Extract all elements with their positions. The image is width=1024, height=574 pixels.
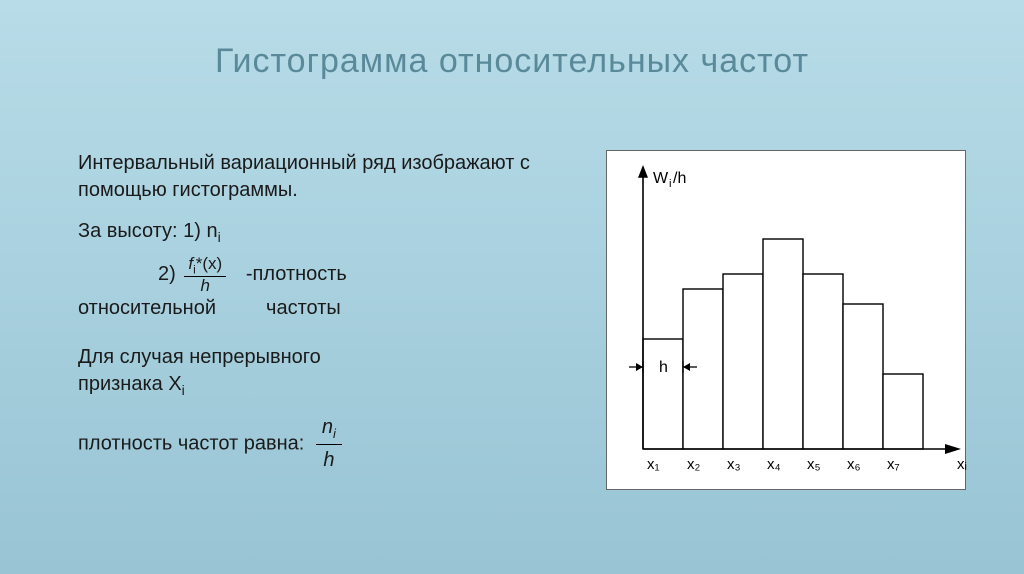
continuous-block: Для случая непрерывного признака Xi bbox=[78, 344, 558, 400]
density-prefix: 2) bbox=[158, 263, 176, 285]
histogram-chart: Wi/h x₁ x₂ x₃ x₄ x₅ x₆ x₇ xᵢ h bbox=[606, 150, 966, 490]
height-line: За высоту: 1) ni bbox=[78, 218, 558, 247]
final-num: n bbox=[322, 416, 333, 438]
final-text: плотность частот равна: bbox=[78, 432, 304, 454]
svg-text:x₅: x₅ bbox=[807, 456, 821, 473]
svg-text:x₃: x₃ bbox=[727, 456, 741, 473]
density-after: -плотность bbox=[246, 263, 347, 285]
final-fraction: ni h bbox=[316, 414, 342, 475]
page-title: Гистограмма относительных частот bbox=[0, 0, 1024, 81]
density-word: относительной bbox=[78, 297, 216, 319]
svg-text:W: W bbox=[653, 170, 669, 187]
content-block: Интервальный вариационный ряд изображают… bbox=[78, 150, 558, 474]
svg-text:i: i bbox=[669, 178, 672, 190]
svg-text:xᵢ: xᵢ bbox=[957, 456, 967, 473]
svg-text:/h: /h bbox=[673, 170, 686, 187]
svg-text:x₄: x₄ bbox=[767, 456, 781, 473]
frac-num-arg: (x) bbox=[202, 254, 222, 273]
svg-text:h: h bbox=[659, 359, 668, 376]
svg-text:x₇: x₇ bbox=[887, 456, 900, 473]
cont-line2a: признака X bbox=[78, 373, 182, 395]
height-sub: i bbox=[218, 229, 221, 245]
cont-line2-sub: i bbox=[182, 382, 185, 398]
frac-den: h bbox=[184, 277, 226, 295]
final-line: плотность частот равна: ni h bbox=[78, 414, 558, 475]
cont-line1: Для случая непрерывного bbox=[78, 344, 558, 371]
svg-text:x₆: x₆ bbox=[847, 456, 861, 473]
density-fraction: fi*(x) h bbox=[184, 255, 226, 295]
svg-text:x₂: x₂ bbox=[687, 456, 701, 473]
final-den: h bbox=[316, 445, 342, 474]
density-word2: частоты bbox=[266, 297, 341, 319]
intro-text: Интервальный вариационный ряд изображают… bbox=[78, 150, 558, 204]
final-num-sub: i bbox=[333, 426, 336, 441]
svg-text:x₁: x₁ bbox=[647, 456, 660, 473]
height-label: За высоту: 1) n bbox=[78, 220, 218, 242]
density-block: 2) fi*(x) h -плотность относительной час… bbox=[78, 255, 558, 322]
